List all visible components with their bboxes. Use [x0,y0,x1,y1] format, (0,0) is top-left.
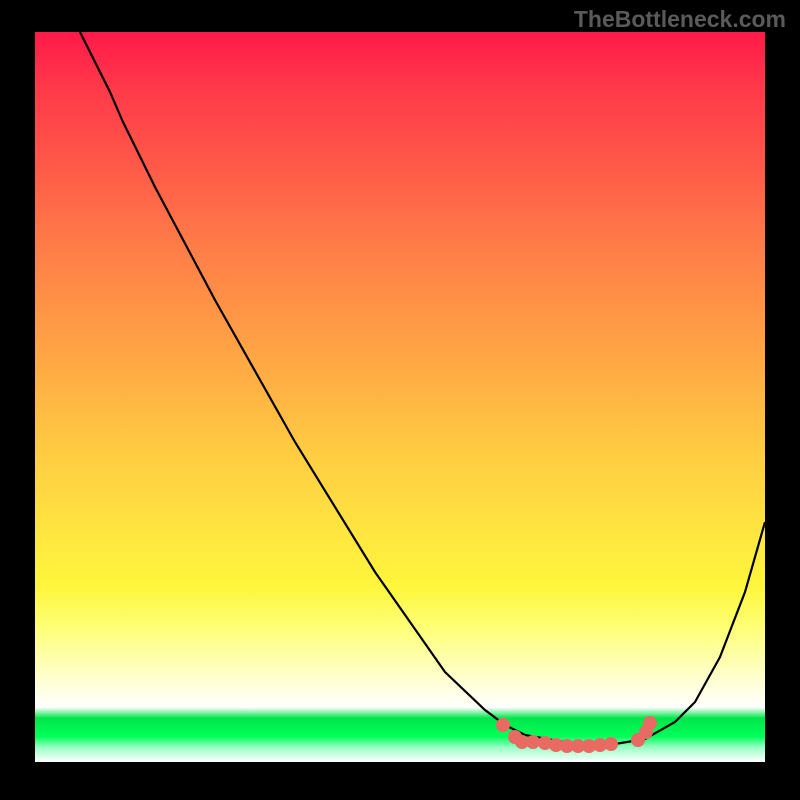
dot [643,716,657,730]
dot [526,735,540,749]
plot-area [35,32,765,762]
dot [496,718,510,732]
dot [604,737,618,751]
bottom-dots [496,716,657,753]
chart-svg [35,32,765,762]
watermark-text: TheBottleneck.com [574,6,786,33]
bottleneck-curve [80,32,765,744]
